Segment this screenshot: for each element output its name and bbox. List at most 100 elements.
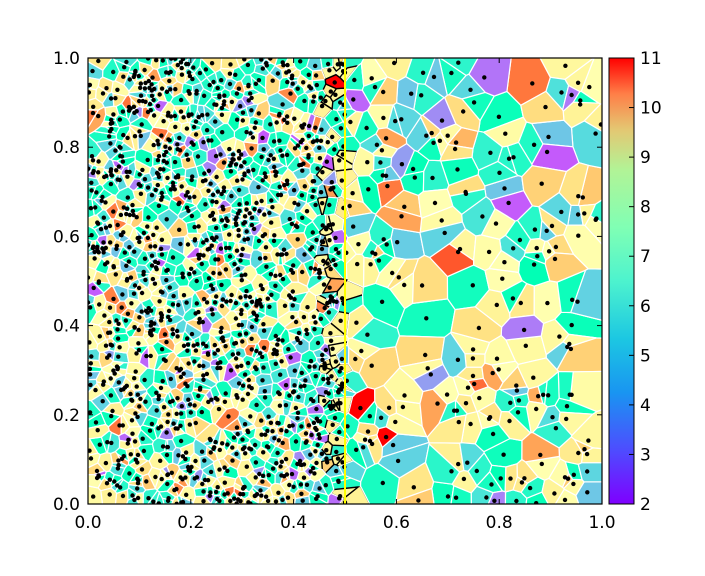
data-point: [402, 204, 407, 209]
data-point: [118, 485, 123, 490]
x-tick-label: 1.0: [588, 513, 615, 533]
data-point: [234, 501, 239, 504]
data-point: [506, 200, 511, 206]
data-point: [419, 283, 425, 288]
data-point: [282, 303, 288, 308]
voronoi-cell: [426, 414, 467, 444]
data-point: [263, 255, 268, 261]
data-point: [249, 146, 254, 151]
data-point: [204, 344, 209, 349]
data-point: [283, 403, 289, 408]
data-point: [201, 377, 206, 382]
data-point: [88, 361, 94, 366]
data-point: [320, 170, 325, 175]
data-point: [175, 142, 180, 147]
data-point: [229, 193, 234, 199]
data-point: [219, 325, 224, 331]
data-point: [192, 224, 197, 230]
data-point: [158, 458, 163, 463]
data-point: [210, 312, 215, 317]
data-point: [130, 431, 135, 436]
data-point: [327, 68, 332, 73]
data-point: [241, 485, 246, 490]
data-point: [386, 405, 392, 410]
data-point: [189, 331, 195, 337]
data-point: [240, 492, 246, 497]
data-point: [202, 171, 207, 176]
data-point: [197, 363, 202, 368]
data-point: [313, 73, 319, 78]
data-point: [112, 371, 117, 376]
data-point: [167, 399, 173, 405]
data-point: [117, 423, 122, 428]
voronoi-cell: [299, 360, 313, 375]
data-point: [298, 384, 304, 389]
data-point: [271, 351, 276, 356]
voronoi-cell: [347, 386, 376, 422]
data-point: [273, 169, 278, 174]
data-point: [244, 288, 249, 294]
data-point: [215, 189, 221, 194]
data-point: [152, 321, 157, 326]
data-point: [266, 414, 271, 419]
data-point: [347, 203, 352, 209]
data-point: [317, 486, 322, 491]
data-point: [175, 396, 180, 401]
voronoi-cell: [194, 259, 211, 274]
data-point: [236, 227, 241, 233]
data-point: [124, 383, 129, 388]
data-point: [390, 270, 395, 276]
data-point: [474, 468, 479, 474]
data-point: [172, 187, 177, 192]
data-point: [149, 93, 155, 99]
data-point: [120, 493, 126, 499]
data-point: [523, 343, 528, 348]
data-point: [285, 62, 290, 68]
data-point: [484, 495, 489, 500]
data-point: [336, 479, 341, 484]
voronoi-cell: [563, 224, 602, 270]
data-point: [304, 145, 309, 151]
data-point: [381, 115, 386, 121]
data-point: [103, 245, 109, 251]
data-point: [172, 159, 178, 165]
data-point: [137, 98, 142, 104]
data-point: [322, 305, 327, 311]
data-point: [334, 449, 339, 455]
data-point: [215, 361, 221, 366]
voronoi-cell: [521, 431, 561, 463]
data-point: [315, 340, 321, 346]
data-point: [317, 275, 322, 280]
data-point: [546, 249, 552, 254]
data-point: [107, 477, 113, 482]
data-point: [234, 451, 239, 457]
data-point: [314, 406, 319, 412]
colorbar-tick-label: 2: [640, 495, 651, 515]
data-point: [206, 138, 211, 143]
data-point: [536, 394, 541, 399]
data-point: [93, 205, 98, 210]
data-point: [211, 237, 217, 242]
data-point: [265, 296, 270, 301]
data-point: [175, 334, 180, 339]
data-point: [295, 86, 300, 91]
data-point: [338, 318, 343, 323]
data-point: [126, 437, 131, 442]
voronoi-cell: [340, 370, 369, 394]
data-point: [456, 461, 461, 467]
data-point: [156, 426, 161, 431]
data-point: [166, 314, 171, 320]
data-point: [210, 286, 216, 292]
data-point: [103, 200, 108, 205]
data-point: [173, 87, 178, 92]
data-point: [546, 134, 551, 140]
data-point: [502, 186, 507, 191]
data-point: [92, 249, 97, 255]
data-point: [261, 328, 267, 333]
data-point: [137, 404, 142, 409]
data-point: [201, 140, 206, 145]
data-point: [222, 465, 227, 470]
data-point: [194, 475, 200, 480]
data-point: [598, 122, 602, 127]
data-point: [160, 58, 165, 63]
